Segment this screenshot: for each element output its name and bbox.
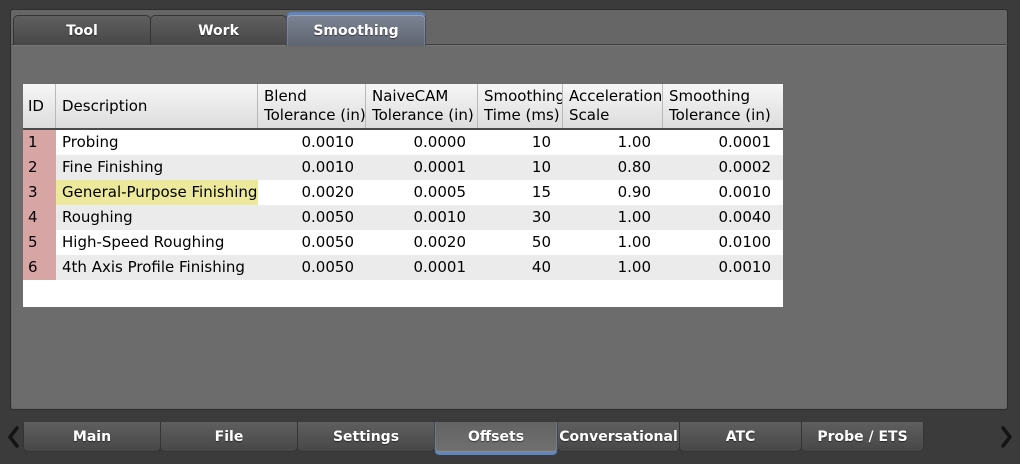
tab-conversational[interactable]: Conversational [557,422,680,452]
cell-id: 4 [23,205,56,230]
col-header-line: Smoothing [484,87,563,105]
table-row[interactable]: 5 High-Speed Roughing 0.0050 0.0020 50 1… [23,230,783,255]
tab-atc[interactable]: ATC [679,422,802,452]
cell-naivecam-tolerance[interactable]: 0.0010 [366,205,478,230]
col-header-description-label: Description [62,96,148,115]
col-header-smoothing-tolerance: Smoothing Tolerance (in) [663,84,783,128]
cell-id: 3 [23,180,56,205]
col-header-line: Tolerance (in) [264,106,366,124]
cell-blend-tolerance[interactable]: 0.0050 [258,255,366,280]
col-header-line: NaiveCAM [372,87,449,105]
cell-smoothing-tolerance[interactable]: 0.0040 [663,205,783,230]
cell-smoothing-tolerance[interactable]: 0.0010 [663,255,783,280]
cell-naivecam-tolerance[interactable]: 0.0000 [413,133,467,151]
col-header-line: Time (ms) [484,106,560,124]
cell-blend-tolerance[interactable]: 0.0050 [301,233,355,251]
cell-smoothing-time[interactable]: 30 [478,205,563,230]
col-header-naivecam-tolerance: NaiveCAM Tolerance (in) [366,84,478,128]
cell-smoothing-time[interactable]: 15 [531,183,551,201]
cell-smoothing-time[interactable]: 40 [478,255,563,280]
smoothing-table: ID Description Blend Tolerance (in) Naiv… [23,84,783,307]
tab-main[interactable]: Main [23,422,161,452]
tab-smoothing[interactable]: Smoothing [286,12,426,46]
cell-smoothing-tolerance[interactable]: 0.0001 [718,133,772,151]
col-header-description: Description [56,84,258,128]
col-header-line: Acceleration [569,87,663,105]
table-row[interactable]: 6 4th Axis Profile Finishing 0.0050 0.00… [23,255,783,280]
col-header-line: Tolerance (in) [669,106,771,124]
cell-description[interactable]: 4th Axis Profile Finishing [56,255,258,280]
cell-description[interactable]: Probing [62,133,119,151]
col-header-line: Blend [264,87,307,105]
cell-id: 5 [23,230,56,255]
col-header-id: ID [23,84,56,128]
cell-acceleration-scale[interactable]: 0.80 [563,155,663,180]
cell-blend-tolerance[interactable]: 0.0010 [258,155,366,180]
tab-offsets[interactable]: Offsets [434,422,558,455]
cell-description[interactable]: High-Speed Roughing [62,233,225,251]
cell-blend-tolerance[interactable]: 0.0050 [258,205,366,230]
cell-smoothing-tolerance[interactable]: 0.0010 [718,183,772,201]
cell-smoothing-tolerance[interactable]: 0.0002 [663,155,783,180]
col-header-line: Scale [569,106,610,124]
cell-smoothing-time[interactable]: 10 [531,133,551,151]
cell-naivecam-tolerance[interactable]: 0.0001 [366,155,478,180]
table-header: ID Description Blend Tolerance (in) Naiv… [23,84,783,130]
col-header-acceleration-scale: Acceleration Scale [563,84,663,128]
cell-smoothing-time[interactable]: 10 [478,155,563,180]
col-header-line: Smoothing [669,87,751,105]
cell-description[interactable]: Roughing [56,205,258,230]
table-row[interactable]: 1 Probing 0.0010 0.0000 10 1.00 0.0001 [23,130,783,155]
tab-settings[interactable]: Settings [297,422,435,452]
cell-acceleration-scale[interactable]: 1.00 [563,205,663,230]
table-empty-area [23,280,783,307]
tab-probe-ets[interactable]: Probe / ETS [801,422,924,452]
cell-smoothing-time[interactable]: 50 [531,233,551,251]
cell-naivecam-tolerance[interactable]: 0.0020 [413,233,467,251]
cell-id: 2 [23,155,56,180]
col-header-line: Tolerance (in) [372,106,474,124]
content-panel: ID Description Blend Tolerance (in) Naiv… [12,44,1006,408]
table-row[interactable]: 2 Fine Finishing 0.0010 0.0001 10 0.80 0… [23,155,783,180]
cell-naivecam-tolerance[interactable]: 0.0005 [413,183,467,201]
cell-acceleration-scale[interactable]: 0.90 [617,183,651,201]
col-header-blend-tolerance: Blend Tolerance (in) [258,84,366,128]
offsets-notebook: Tool Work Smoothing ID Description Blend… [10,9,1008,410]
table-row[interactable]: 3 General-Purpose Finishing 0.0020 0.000… [23,180,783,205]
cell-acceleration-scale[interactable]: 1.00 [617,133,651,151]
cell-blend-tolerance[interactable]: 0.0020 [301,183,355,201]
cell-smoothing-tolerance[interactable]: 0.0100 [718,233,772,251]
table-row[interactable]: 4 Roughing 0.0050 0.0010 30 1.00 0.0040 [23,205,783,230]
scroll-left-icon[interactable] [3,422,23,452]
tab-tool[interactable]: Tool [13,15,151,45]
tab-work[interactable]: Work [150,15,287,45]
col-header-smoothing-time: Smoothing Time (ms) [478,84,563,128]
cell-id: 1 [23,130,56,155]
cell-acceleration-scale[interactable]: 1.00 [563,255,663,280]
bottom-tab-bar: Main File Settings Offsets Conversationa… [0,422,1020,460]
cell-description-highlighted[interactable]: General-Purpose Finishing [56,180,258,205]
cell-acceleration-scale[interactable]: 1.00 [617,233,651,251]
scroll-right-icon[interactable] [997,422,1017,452]
top-tab-bar: Tool Work Smoothing [13,12,426,46]
col-header-id-label: ID [28,96,44,115]
tab-file[interactable]: File [160,422,298,452]
cell-naivecam-tolerance[interactable]: 0.0001 [366,255,478,280]
cell-id: 6 [23,255,56,280]
cell-blend-tolerance[interactable]: 0.0010 [301,133,355,151]
cell-description[interactable]: Fine Finishing [56,155,258,180]
